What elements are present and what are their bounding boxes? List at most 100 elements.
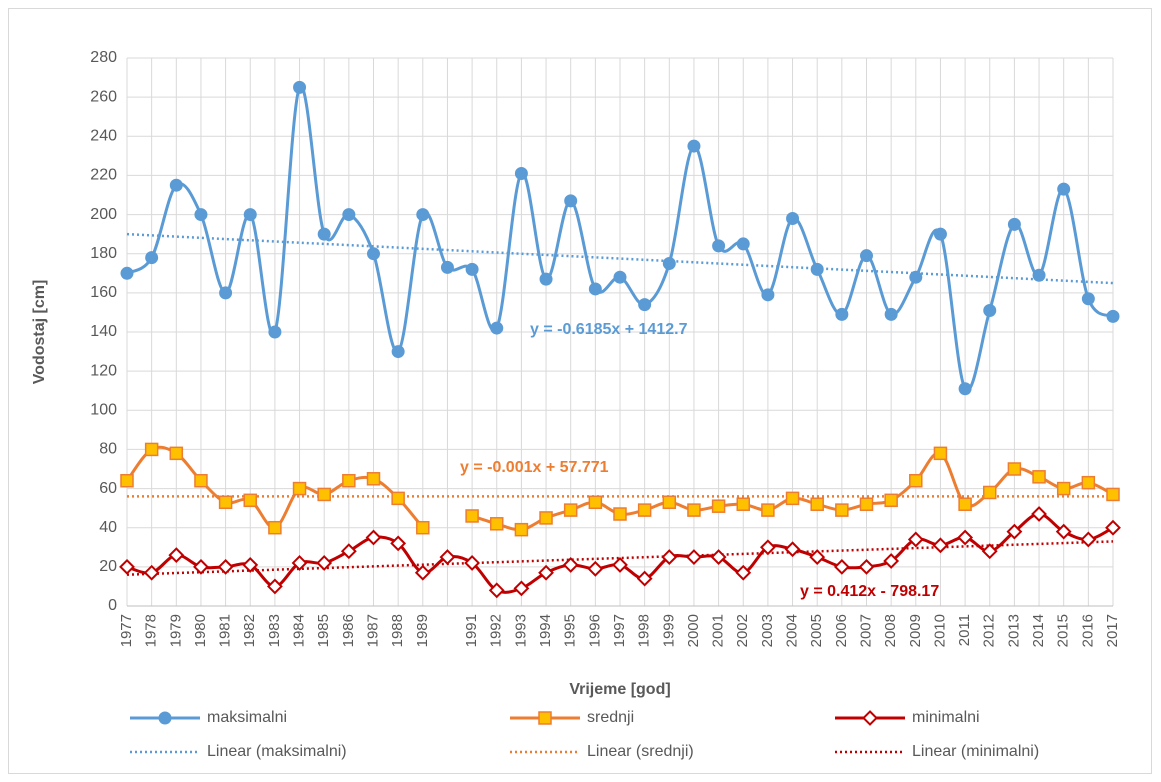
marker [687,139,701,153]
x-tick-label: 1991 [463,614,480,647]
x-tick-label: 2013 [1005,614,1022,647]
legend-label: maksimalni [207,709,287,726]
x-tick-label: 2015 [1055,614,1072,647]
x-tick-label: 1992 [488,614,505,647]
x-tick-label: 1999 [660,614,677,647]
marker [292,481,307,496]
marker [390,535,407,552]
marker [144,442,159,457]
x-tick-label: 1994 [537,614,554,647]
x-tick-label: 1989 [414,614,431,647]
marker [637,503,652,517]
x-tick-label: 2000 [685,614,702,647]
y-tick-label: 260 [90,88,117,105]
y-tick-label: 220 [90,167,117,184]
marker [564,194,578,208]
marker [883,553,900,569]
marker [710,549,727,565]
marker [439,549,456,565]
marker [662,495,677,510]
marker [613,507,627,521]
marker [563,503,578,517]
x-tick-label: 2007 [857,614,874,647]
marker [1007,462,1022,476]
y-tick-label: 200 [90,206,117,223]
x-tick-label: 2003 [759,614,776,647]
x-tick-label: 2001 [710,614,727,647]
marker [145,251,159,265]
marker [588,282,602,296]
marker [317,487,331,502]
y-tick-label: 180 [90,245,117,262]
marker [465,262,479,276]
marker [1106,487,1120,502]
marker [168,547,185,564]
marker [759,539,776,556]
x-tick-label: 2011 [956,614,973,646]
marker [932,537,949,554]
marker [1007,217,1021,231]
marker [219,286,233,300]
marker [735,564,752,581]
marker [761,288,775,302]
marker [539,272,553,286]
marker [687,503,701,517]
marker [490,517,504,531]
marker [612,556,628,573]
x-tick-label: 1988 [389,614,406,647]
marker [538,564,554,581]
x-tick-label: 1979 [167,614,184,647]
x-tick-label: 1983 [266,614,283,647]
legend-label: srednji [587,709,634,726]
marker [859,497,874,511]
marker [983,485,997,500]
marker [809,549,826,565]
marker [143,564,160,581]
marker [194,473,208,488]
marker [884,493,898,508]
marker [342,473,356,488]
marker [736,237,750,251]
x-tick-label: 1986 [340,614,357,647]
x-tick-label: 1998 [636,614,653,647]
x-tick-label: 2014 [1030,614,1047,647]
marker [465,509,479,523]
marker [1032,470,1046,484]
marker [366,472,381,486]
marker [414,564,431,581]
marker [514,166,528,180]
marker [1081,475,1096,490]
legend-marker [862,710,878,726]
marker [909,473,923,488]
x-tick-label: 2002 [734,614,751,647]
marker [316,555,333,571]
x-tick-label: 2005 [808,614,825,647]
y-tick-label: 120 [90,362,117,379]
x-tick-label: 1982 [241,614,258,647]
marker [416,520,430,535]
marker [464,555,481,571]
y-tick-label: 240 [90,128,117,145]
marker [810,497,824,511]
marker [268,520,282,535]
x-tick-label: 2016 [1079,614,1096,647]
x-tick-label: 1995 [562,614,579,647]
marker [858,558,875,575]
y-axis-title: Vodostaj [cm] [31,280,48,385]
legend-label: Linear (srednji) [587,743,694,760]
marker [588,495,603,510]
x-tick-label: 1980 [192,614,209,647]
marker [761,503,775,517]
x-tick-label: 1984 [291,614,308,647]
x-tick-label: 1978 [143,614,160,647]
marker [169,446,184,461]
marker [193,558,209,575]
marker [266,578,283,595]
marker [835,503,849,517]
marker [835,307,849,321]
marker [243,208,257,222]
marker [562,556,579,573]
x-tick-label: 1987 [364,614,381,647]
x-tick-label: 2008 [882,614,899,647]
x-axis-title: Vrijeme [god] [569,681,670,698]
